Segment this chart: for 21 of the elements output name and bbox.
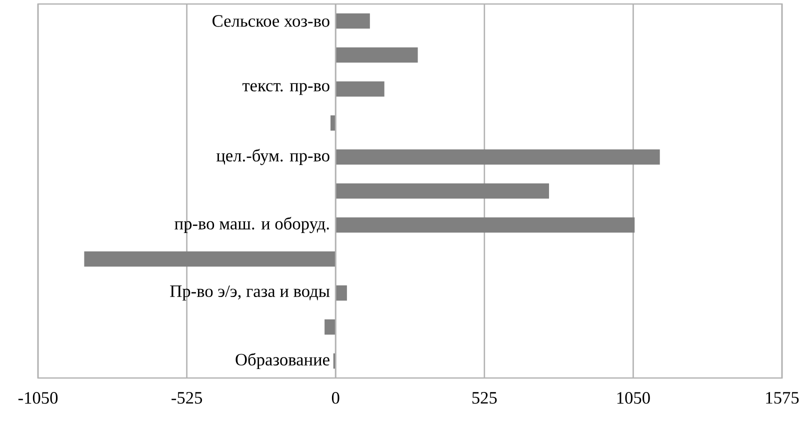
bar (336, 285, 347, 301)
x-tick-label: -525 (172, 392, 202, 404)
y-tick-label: Пр-во э/э, газа и воды (170, 285, 330, 301)
bar (336, 13, 370, 29)
x-tick-label: 525 (472, 392, 497, 404)
y-tick-label: Образование (236, 352, 330, 370)
y-tick-label: текст. пр-во (242, 83, 330, 95)
bar (324, 319, 336, 335)
y-tick-label: Сельское хоз-во (212, 15, 330, 27)
x-tick-label: -1050 (18, 392, 58, 404)
bar (336, 183, 550, 199)
bar (336, 81, 384, 97)
y-tick-label: цел.-бум. пр-во (216, 148, 330, 166)
x-tick-label: 1050 (617, 392, 650, 404)
bar (336, 47, 418, 63)
bar (336, 217, 635, 233)
x-tick-label: 0 (332, 392, 340, 404)
y-tick-label: пр-во маш. и оборуд. (174, 216, 329, 234)
x-tick-label: 1575 (766, 392, 799, 404)
bar (336, 149, 660, 165)
bar (84, 251, 336, 267)
